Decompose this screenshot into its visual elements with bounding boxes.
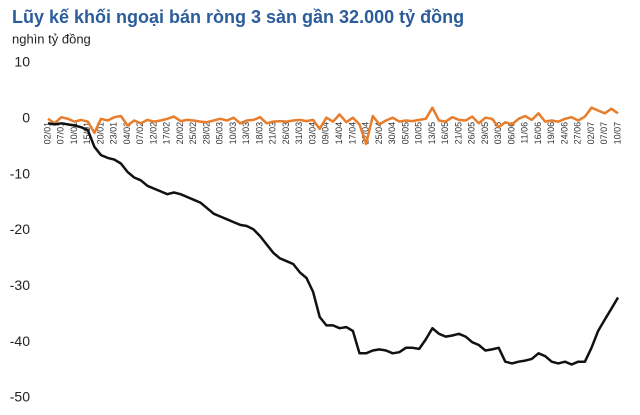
x-tick-label: 25/04 (374, 122, 384, 145)
y-tick-label: -40 (10, 333, 30, 349)
x-tick-label: 11/06 (520, 122, 530, 144)
x-tick-label: 16/06 (533, 122, 543, 145)
x-tick-label: 28/02 (201, 122, 211, 145)
x-tick-label: 10/01 (69, 122, 79, 145)
x-tick-label: 26/03 (281, 122, 291, 145)
x-tick-label: 07/02 (135, 122, 145, 145)
x-tick-label: 13/05 (427, 122, 437, 145)
x-tick-label: 04/02 (122, 122, 132, 145)
x-tick-label: 07/07 (599, 122, 609, 145)
y-tick-label: 0 (22, 110, 30, 126)
x-tick-label: 31/03 (294, 122, 304, 145)
x-tick-label: 17/02 (162, 122, 172, 145)
x-tick-label: 02/07 (586, 122, 596, 145)
x-tick-label: 23/01 (109, 122, 119, 145)
x-tick-label: 13/03 (241, 122, 251, 145)
y-tick-label: -30 (10, 277, 30, 293)
x-tick-label: 15/01 (82, 122, 92, 145)
x-tick-label: 29/05 (480, 122, 490, 145)
x-tick-label: 06/06 (506, 122, 516, 145)
x-tick-label: 17/04 (347, 122, 357, 145)
x-tick-label: 10/05 (414, 122, 424, 145)
y-tick-label: -50 (10, 389, 30, 405)
x-tick-label: 16/05 (440, 122, 450, 145)
x-tick-label: 03/06 (493, 122, 503, 145)
x-tick-label: 30/04 (387, 122, 397, 145)
y-tick-label: -20 (10, 221, 30, 237)
x-tick-label: 18/03 (254, 122, 264, 145)
x-tick-label: 02/01 (42, 122, 52, 145)
series-line (47, 122, 620, 366)
x-tick-label: 14/04 (334, 122, 344, 145)
x-tick-label: 09/04 (321, 122, 331, 145)
x-tick-label: 19/06 (546, 122, 556, 145)
y-tick-label: -10 (10, 165, 30, 181)
x-tick-label: 24/06 (559, 122, 569, 145)
x-tick-label: 27/06 (573, 122, 583, 145)
y-tick-label: 10 (14, 54, 30, 70)
x-tick-label: 10/07 (612, 122, 622, 145)
x-tick-label: 22/04 (361, 122, 371, 145)
series-line (47, 106, 619, 146)
x-tick-label: 05/03 (215, 122, 225, 145)
x-tick-label: 20/02 (175, 122, 185, 145)
x-tick-label: 03/04 (307, 122, 317, 145)
x-tick-label: 21/03 (268, 122, 278, 145)
x-tick-label: 20/01 (95, 122, 105, 145)
chart-subtitle: nghìn tỷ đồng (12, 31, 91, 46)
x-tick-label: 25/02 (188, 122, 198, 145)
x-tick-label: 26/05 (467, 122, 477, 145)
x-tick-label: 10/03 (228, 122, 238, 145)
x-tick-label: 07/01 (56, 122, 66, 145)
x-tick-label: 05/05 (400, 122, 410, 145)
x-tick-label: 21/05 (453, 122, 463, 145)
x-tick-label: 12/02 (148, 122, 158, 145)
chart-title: Lũy kế khối ngoại bán ròng 3 sàn gần 32.… (12, 7, 464, 27)
